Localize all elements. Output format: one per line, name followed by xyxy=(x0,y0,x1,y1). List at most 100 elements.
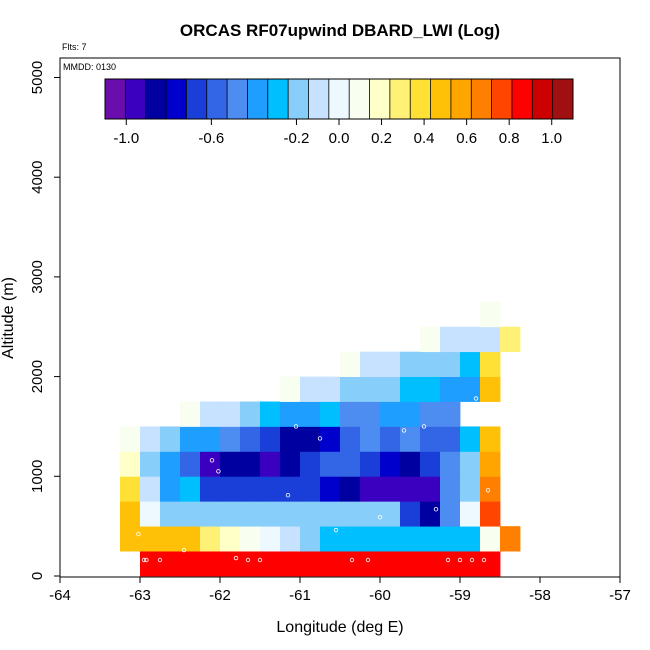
flight-point xyxy=(445,557,451,563)
flight-point xyxy=(485,488,491,493)
heatmap-cell xyxy=(460,551,481,577)
x-tick-label: -58 xyxy=(529,587,551,604)
heatmap-cell xyxy=(460,376,481,402)
heatmap-cell xyxy=(400,351,421,377)
colorbar-segment xyxy=(491,79,513,119)
heatmap-cell xyxy=(180,401,201,427)
heatmap-cell xyxy=(140,476,161,502)
heatmap-cell xyxy=(200,526,221,552)
heatmap-cell xyxy=(480,376,501,402)
heatmap-cell xyxy=(500,526,521,552)
heatmap-cell xyxy=(160,476,181,502)
heatmap-cell xyxy=(380,501,401,527)
chart-title: ORCAS RF07upwind DBARD_LWI (Log) xyxy=(180,21,500,40)
colorbar-segment xyxy=(227,79,248,119)
heatmap-cell xyxy=(200,476,221,502)
y-tick-label: 1000 xyxy=(29,460,46,493)
heatmap-cell xyxy=(180,526,201,552)
flight-point xyxy=(433,507,439,512)
heatmap-cell xyxy=(340,526,361,552)
heatmap-cell xyxy=(200,426,221,452)
heatmap-cell xyxy=(400,501,421,527)
heatmap-cell xyxy=(320,451,341,477)
heatmap-cell xyxy=(460,351,481,377)
flight-point xyxy=(457,557,463,563)
y-axis-ticks: 0 1000 2000 3000 4000 5000 xyxy=(29,61,60,580)
heatmap-cell xyxy=(400,551,421,577)
heatmap-cell xyxy=(120,476,141,502)
heatmap-cell xyxy=(340,401,361,427)
heatmap-cell xyxy=(360,526,381,552)
colorbar-segment xyxy=(166,79,187,119)
heatmap-cell xyxy=(480,426,501,452)
flight-point xyxy=(257,557,263,563)
heatmap-cell xyxy=(420,351,441,377)
colorbar-tick-label: -0.6 xyxy=(198,130,224,147)
colorbar-segment xyxy=(389,79,411,119)
heatmap-cell xyxy=(440,351,461,377)
x-tick-label: -59 xyxy=(449,587,471,604)
colorbar-segment xyxy=(308,79,330,119)
heatmap-cell xyxy=(360,376,381,402)
colorbar-segment xyxy=(410,79,431,119)
heatmap-cell xyxy=(440,476,461,502)
heatmap-cell xyxy=(420,326,441,353)
heatmap-cell xyxy=(400,451,421,477)
flight-point xyxy=(293,424,299,429)
heatmap-cell xyxy=(380,376,401,402)
heatmap-cell xyxy=(300,426,321,452)
heatmap-cell xyxy=(500,326,521,353)
heatmap-cell xyxy=(440,451,461,477)
flight-point xyxy=(209,458,215,463)
heatmap-cell xyxy=(380,551,401,577)
heatmap-cell xyxy=(220,451,241,477)
x-tick-label: -61 xyxy=(289,587,311,604)
heatmap-cell xyxy=(160,551,181,577)
heatmap-cell xyxy=(360,476,381,502)
flight-point xyxy=(349,557,355,563)
colorbar-segment xyxy=(247,79,269,119)
heatmap-cell xyxy=(440,526,461,552)
flight-point xyxy=(333,527,339,533)
colorbar-segment xyxy=(552,79,574,119)
heatmap-cell xyxy=(420,526,441,552)
heatmap-cell xyxy=(380,526,401,552)
colorbar-segment xyxy=(471,79,492,119)
heatmap-cell xyxy=(400,526,421,552)
colorbar-tick-label: 0.2 xyxy=(371,130,392,147)
heatmap-cell xyxy=(340,476,361,502)
heatmap-cell xyxy=(360,426,381,452)
heatmap-cell xyxy=(340,351,361,377)
heatmap-cell xyxy=(260,501,281,527)
heatmap-cell xyxy=(140,451,161,477)
flight-point xyxy=(481,557,487,563)
heatmap-cell xyxy=(380,426,401,452)
heatmap-cell xyxy=(420,476,441,502)
heatmap-cell xyxy=(280,526,301,552)
heatmap-cell xyxy=(320,426,341,452)
heatmap-cell xyxy=(120,501,141,527)
flight-point xyxy=(469,557,475,563)
x-axis-ticks: -64 -63 -62 -61 -60 -59 -58 -57 xyxy=(49,577,631,604)
heatmap-cell xyxy=(460,451,481,477)
colorbar-segment xyxy=(105,79,126,119)
flight-point xyxy=(401,428,407,433)
heatmap-cell xyxy=(360,351,381,377)
colorbar-segment xyxy=(267,79,289,119)
heatmap-cell xyxy=(320,476,341,502)
heatmap-cell xyxy=(480,326,501,353)
flight-point xyxy=(245,557,251,563)
heatmap-cell xyxy=(460,326,481,353)
heatmap-cell xyxy=(300,526,321,552)
heatmap-cell xyxy=(320,376,341,402)
heatmap-cell xyxy=(400,426,421,452)
heatmap-cell xyxy=(300,501,321,527)
y-tick-label: 0 xyxy=(29,572,46,580)
colorbar-tick-label: 0.6 xyxy=(456,130,477,147)
heatmap-cell xyxy=(200,451,221,477)
heatmap-cell xyxy=(240,451,261,477)
heatmap-cell xyxy=(420,426,441,452)
heatmap-cell xyxy=(280,551,301,577)
heatmap-cell xyxy=(380,451,401,477)
